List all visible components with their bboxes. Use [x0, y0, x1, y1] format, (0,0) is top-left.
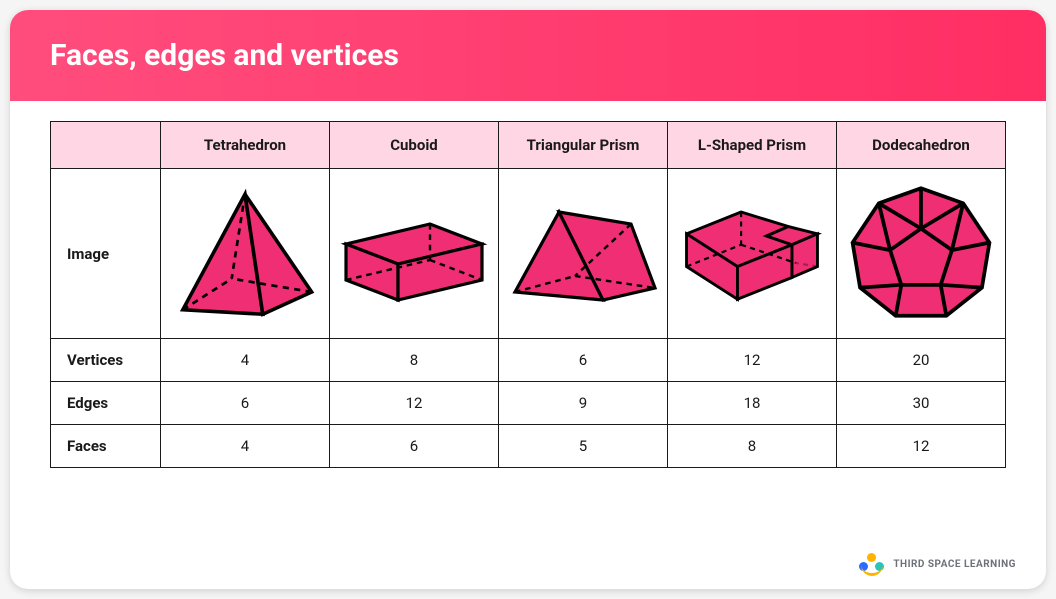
row-header: Faces [51, 425, 161, 468]
card-header: Faces, edges and vertices [10, 10, 1046, 101]
corner-cell [51, 122, 161, 169]
data-cell: 18 [668, 382, 837, 425]
data-cell: 30 [837, 382, 1006, 425]
card-title: Faces, edges and vertices [50, 38, 1006, 73]
table-row-image: Image [51, 169, 1006, 339]
cuboid-icon [334, 177, 494, 327]
data-cell: 6 [330, 425, 499, 468]
brand-text: THIRD SPACE LEARNING [893, 559, 1016, 570]
row-header: Image [51, 169, 161, 339]
data-cell: 4 [161, 425, 330, 468]
info-card: Faces, edges and vertices Tetrahedron Cu… [10, 10, 1046, 589]
data-cell: 12 [330, 382, 499, 425]
shape-cell-l-prism [668, 169, 837, 339]
card-content: Tetrahedron Cuboid Triangular Prism L-Sh… [10, 101, 1046, 478]
shape-cell-cuboid [330, 169, 499, 339]
l-shaped-prism-icon [672, 177, 832, 327]
col-header: Triangular Prism [499, 122, 668, 169]
shape-cell-triangular-prism [499, 169, 668, 339]
table-row-edges: Edges 6 12 9 18 30 [51, 382, 1006, 425]
dodecahedron-icon [841, 177, 1001, 327]
tetrahedron-icon [165, 177, 325, 327]
footer-brand: THIRD SPACE LEARNING [859, 553, 1016, 575]
col-header: L-Shaped Prism [668, 122, 837, 169]
col-header: Cuboid [330, 122, 499, 169]
data-cell: 8 [330, 339, 499, 382]
triangular-prism-icon [503, 177, 663, 327]
data-cell: 5 [499, 425, 668, 468]
col-header: Dodecahedron [837, 122, 1006, 169]
shape-cell-dodecahedron [837, 169, 1006, 339]
table-header-row: Tetrahedron Cuboid Triangular Prism L-Sh… [51, 122, 1006, 169]
shape-cell-tetrahedron [161, 169, 330, 339]
data-cell: 4 [161, 339, 330, 382]
data-cell: 20 [837, 339, 1006, 382]
table-row-faces: Faces 4 6 5 8 12 [51, 425, 1006, 468]
data-cell: 6 [499, 339, 668, 382]
row-header: Edges [51, 382, 161, 425]
col-header: Tetrahedron [161, 122, 330, 169]
table-row-vertices: Vertices 4 8 6 12 20 [51, 339, 1006, 382]
data-cell: 6 [161, 382, 330, 425]
data-cell: 12 [668, 339, 837, 382]
data-cell: 9 [499, 382, 668, 425]
row-header: Vertices [51, 339, 161, 382]
shapes-table: Tetrahedron Cuboid Triangular Prism L-Sh… [50, 121, 1006, 468]
data-cell: 8 [668, 425, 837, 468]
brand-logo-icon [859, 553, 885, 575]
data-cell: 12 [837, 425, 1006, 468]
